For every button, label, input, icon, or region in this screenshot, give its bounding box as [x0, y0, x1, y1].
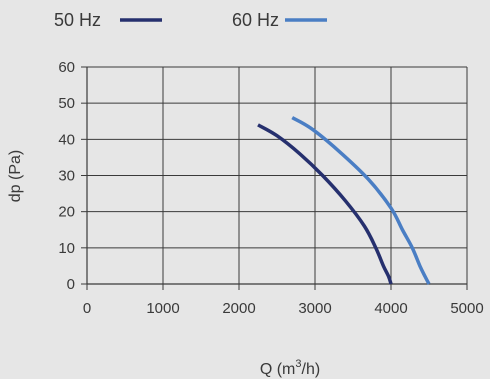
x-axis-label-main: Q (m	[260, 361, 296, 378]
y-tick-label-10: 10	[58, 240, 75, 257]
y-tick-label-20: 20	[58, 204, 75, 221]
x-tick-label-0: 0	[83, 300, 91, 317]
x-tick-label-3000: 3000	[298, 300, 331, 317]
y-tick-label-60: 60	[58, 59, 75, 76]
legend: 50 Hz 60 Hz	[54, 10, 327, 30]
x-tick-label-2000: 2000	[222, 300, 255, 317]
y-tick-label-50: 50	[58, 95, 75, 112]
y-tick-label-40: 40	[58, 131, 75, 148]
y-tick-label-0: 0	[67, 276, 75, 293]
y-tick-labels: 0 10 20 30 40 50 60	[58, 59, 75, 293]
x-axis-label-suffix: /h)	[302, 361, 321, 378]
y-tick-label-30: 30	[58, 168, 75, 185]
y-axis-label: dp (Pa)	[7, 150, 24, 202]
x-tick-labels: 0 1000 2000 3000 4000 5000	[83, 300, 484, 317]
x-tick-label-1000: 1000	[146, 300, 179, 317]
axes	[81, 66, 468, 290]
x-axis-label-sup: 3	[295, 358, 301, 370]
legend-label-60hz: 60 Hz	[232, 10, 279, 30]
x-tick-label-4000: 4000	[374, 300, 407, 317]
series-line-60hz	[291, 116, 431, 285]
legend-label-50hz: 50 Hz	[54, 10, 101, 30]
series-line-50hz	[257, 123, 393, 285]
x-tick-label-5000: 5000	[450, 300, 483, 317]
series-lines	[257, 116, 431, 285]
x-axis-label: Q (m3/h)	[260, 358, 320, 378]
grid	[87, 66, 468, 284]
